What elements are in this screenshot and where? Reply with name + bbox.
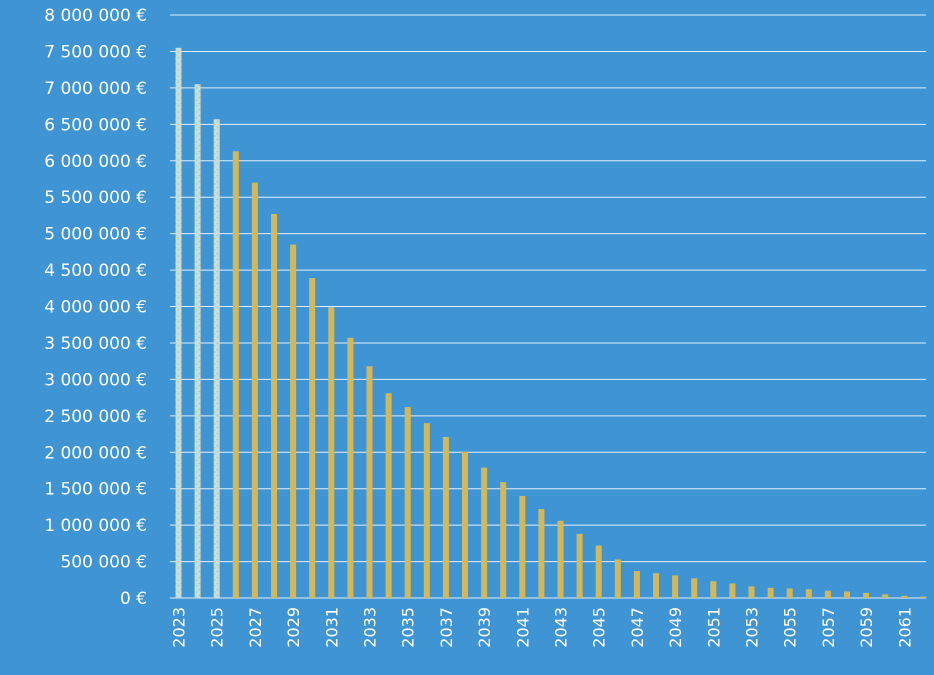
x-tick-label: 2043 [552,607,571,648]
y-axis-tick-labels: 0 € 500 000 € 1 000 000 € 1 500 000 € 2 000 … [44,6,147,609]
bar-2060 [882,594,889,598]
bar-2041 [519,495,526,598]
bar-2053 [748,586,755,598]
bar-2058 [844,591,850,598]
y-tick-label: 5 500 000 € [44,188,147,208]
x-tick-label: 2031 [322,607,341,648]
x-tick-label: 2041 [513,607,532,648]
bar-2035 [404,407,411,598]
bar-2044 [576,533,583,598]
y-tick-label: 1 000 000 € [44,516,147,536]
y-tick-label: 7 000 000 € [44,79,147,99]
bar-2032 [347,337,354,598]
bars-group [175,47,927,599]
bar-2057 [824,590,831,598]
bar-2048 [653,573,659,598]
bar-2052 [729,583,736,598]
bar-2043 [557,520,564,598]
x-tick-label: 2053 [743,607,762,648]
y-tick-label: 7 500 000 € [44,42,147,62]
y-tick-label: 6 500 000 € [44,115,147,135]
y-tick-label: 500 000 € [60,553,147,573]
bar-2051 [710,581,717,598]
bar-2046 [614,559,621,598]
bar-2025 [213,119,220,599]
bar-2027 [251,182,258,599]
y-tick-label: 4 000 000 € [44,298,147,318]
bar-2038 [462,451,468,598]
x-tick-label: 2023 [170,607,189,648]
x-tick-label: 2027 [246,607,265,648]
y-tick-label: 2 000 000 € [44,443,147,463]
bar-2042 [538,509,545,598]
bar-2037 [442,436,449,598]
y-tick-label: 0 € [120,589,147,609]
y-tick-label: 3 500 000 € [44,334,147,354]
y-tick-label: 6 000 000 € [44,152,147,172]
y-tick-label: 8 000 000 € [44,6,147,26]
y-tick-label: 1 500 000 € [44,480,147,500]
x-tick-label: 2047 [628,607,647,648]
bar-2059 [863,592,870,598]
x-tick-label: 2029 [284,607,303,648]
bar-2045 [595,545,602,598]
bar-2049 [672,575,679,598]
x-tick-label: 2049 [666,607,685,648]
x-tick-label: 2039 [475,607,494,648]
bar-2054 [767,587,774,598]
x-axis-tick-labels: 2023 2025 2027 2029 2031 2033 2035 2037 2039 2041… [170,607,915,648]
x-tick-label: 2033 [361,607,380,648]
bar-2030 [309,278,316,598]
x-tick-label: 2061 [895,607,914,648]
bar-2056 [805,589,812,598]
x-tick-label: 2025 [208,607,227,648]
bar-2036 [423,423,430,598]
bar-2029 [290,244,297,598]
bar-2047 [633,571,640,598]
bar-2033 [366,366,373,598]
bar-2050 [691,578,698,598]
bar-2026 [232,151,239,598]
x-tick-label: 2045 [590,607,609,648]
x-tick-label: 2037 [437,607,456,648]
y-tick-label: 5 000 000 € [44,225,147,245]
x-tick-label: 2035 [399,607,418,648]
x-tick-label: 2055 [781,607,800,648]
bar-2034 [385,393,392,598]
bar-2062 [920,596,927,598]
bar-2039 [481,467,488,598]
bar-2055 [786,588,793,598]
bar-2028 [271,213,277,599]
x-tick-label: 2051 [704,607,723,648]
bar-2040 [500,482,507,598]
bar-2061 [901,595,908,598]
y-tick-label: 2 500 000 € [44,407,147,427]
y-tick-label: 4 500 000 € [44,261,147,281]
y-tick-label: 3 000 000 € [44,370,147,390]
bar-2024 [194,84,201,598]
bar-2031 [328,307,335,598]
bar-2023 [175,47,182,598]
x-tick-label: 2057 [819,607,838,648]
x-tick-label: 2059 [857,607,876,648]
